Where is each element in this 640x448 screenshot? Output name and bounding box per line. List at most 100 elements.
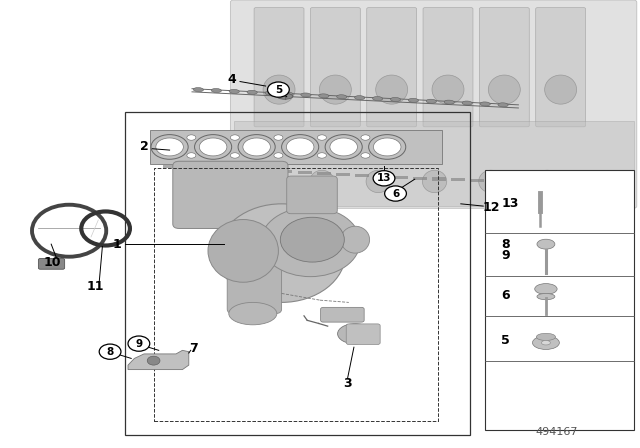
Ellipse shape bbox=[479, 170, 503, 193]
Ellipse shape bbox=[218, 204, 346, 302]
Ellipse shape bbox=[390, 97, 401, 102]
FancyBboxPatch shape bbox=[470, 179, 484, 182]
Ellipse shape bbox=[338, 323, 373, 344]
Text: 4: 4 bbox=[227, 73, 236, 86]
Ellipse shape bbox=[247, 90, 257, 95]
Ellipse shape bbox=[317, 153, 326, 158]
Ellipse shape bbox=[325, 134, 362, 159]
FancyBboxPatch shape bbox=[321, 307, 364, 322]
FancyBboxPatch shape bbox=[451, 178, 465, 181]
Ellipse shape bbox=[537, 293, 555, 300]
FancyBboxPatch shape bbox=[394, 176, 408, 179]
FancyBboxPatch shape bbox=[536, 8, 586, 127]
Ellipse shape bbox=[330, 138, 357, 156]
Ellipse shape bbox=[366, 170, 390, 193]
Ellipse shape bbox=[187, 135, 196, 140]
FancyBboxPatch shape bbox=[221, 168, 235, 171]
Ellipse shape bbox=[317, 135, 326, 140]
Ellipse shape bbox=[422, 170, 447, 193]
Ellipse shape bbox=[200, 138, 227, 156]
FancyBboxPatch shape bbox=[355, 174, 369, 177]
FancyBboxPatch shape bbox=[547, 183, 561, 186]
Polygon shape bbox=[128, 350, 189, 370]
FancyBboxPatch shape bbox=[38, 258, 65, 269]
Ellipse shape bbox=[488, 75, 520, 104]
FancyBboxPatch shape bbox=[150, 130, 442, 164]
Text: 10: 10 bbox=[44, 256, 61, 269]
Ellipse shape bbox=[243, 138, 270, 156]
Ellipse shape bbox=[261, 207, 360, 276]
FancyBboxPatch shape bbox=[528, 182, 542, 185]
Ellipse shape bbox=[319, 94, 329, 98]
FancyBboxPatch shape bbox=[278, 170, 292, 173]
FancyBboxPatch shape bbox=[230, 0, 637, 208]
FancyBboxPatch shape bbox=[346, 324, 380, 345]
Ellipse shape bbox=[532, 336, 559, 349]
Text: 6: 6 bbox=[501, 289, 509, 302]
Ellipse shape bbox=[432, 75, 464, 104]
Ellipse shape bbox=[301, 93, 311, 97]
Ellipse shape bbox=[277, 93, 293, 99]
Ellipse shape bbox=[545, 75, 577, 104]
FancyBboxPatch shape bbox=[212, 190, 300, 212]
Circle shape bbox=[373, 171, 395, 186]
Ellipse shape bbox=[374, 138, 401, 156]
Text: 12: 12 bbox=[483, 201, 500, 214]
FancyBboxPatch shape bbox=[374, 175, 388, 178]
FancyBboxPatch shape bbox=[479, 8, 529, 127]
FancyBboxPatch shape bbox=[423, 8, 473, 127]
Ellipse shape bbox=[230, 153, 239, 158]
Text: 5: 5 bbox=[275, 85, 282, 95]
Ellipse shape bbox=[537, 239, 555, 249]
Ellipse shape bbox=[361, 135, 370, 140]
FancyBboxPatch shape bbox=[240, 168, 254, 172]
Circle shape bbox=[385, 186, 406, 201]
FancyBboxPatch shape bbox=[367, 8, 417, 127]
Ellipse shape bbox=[408, 98, 419, 103]
Ellipse shape bbox=[480, 102, 490, 106]
Ellipse shape bbox=[369, 134, 406, 159]
Ellipse shape bbox=[498, 103, 508, 107]
Ellipse shape bbox=[283, 92, 293, 96]
Ellipse shape bbox=[253, 170, 278, 193]
Text: 11: 11 bbox=[86, 280, 104, 293]
FancyBboxPatch shape bbox=[317, 172, 331, 175]
Ellipse shape bbox=[229, 302, 277, 325]
Ellipse shape bbox=[208, 220, 278, 282]
Ellipse shape bbox=[534, 284, 557, 294]
Ellipse shape bbox=[355, 95, 365, 100]
Ellipse shape bbox=[337, 95, 347, 99]
Ellipse shape bbox=[187, 153, 196, 158]
Ellipse shape bbox=[274, 135, 283, 140]
FancyBboxPatch shape bbox=[187, 172, 274, 194]
FancyBboxPatch shape bbox=[336, 173, 350, 176]
Ellipse shape bbox=[238, 134, 275, 159]
Ellipse shape bbox=[280, 217, 344, 262]
Ellipse shape bbox=[310, 170, 334, 193]
Text: 5: 5 bbox=[501, 334, 510, 347]
FancyBboxPatch shape bbox=[202, 167, 216, 170]
Circle shape bbox=[128, 336, 150, 351]
Text: 6: 6 bbox=[392, 189, 399, 198]
FancyBboxPatch shape bbox=[163, 165, 177, 168]
Ellipse shape bbox=[341, 226, 370, 253]
Text: 1: 1 bbox=[113, 237, 122, 251]
Text: 8: 8 bbox=[501, 237, 509, 251]
FancyBboxPatch shape bbox=[485, 170, 634, 430]
Ellipse shape bbox=[151, 134, 188, 159]
Circle shape bbox=[147, 356, 160, 365]
Ellipse shape bbox=[282, 134, 319, 159]
Ellipse shape bbox=[263, 75, 295, 104]
Text: 7: 7 bbox=[189, 341, 198, 355]
Ellipse shape bbox=[376, 75, 408, 104]
FancyBboxPatch shape bbox=[182, 166, 196, 169]
FancyBboxPatch shape bbox=[174, 161, 261, 183]
Ellipse shape bbox=[541, 340, 550, 345]
FancyBboxPatch shape bbox=[413, 177, 427, 180]
FancyBboxPatch shape bbox=[259, 169, 273, 172]
Circle shape bbox=[268, 82, 289, 97]
Text: 13: 13 bbox=[501, 197, 518, 211]
Ellipse shape bbox=[230, 135, 239, 140]
Text: 494167: 494167 bbox=[536, 427, 578, 437]
FancyBboxPatch shape bbox=[490, 180, 504, 183]
